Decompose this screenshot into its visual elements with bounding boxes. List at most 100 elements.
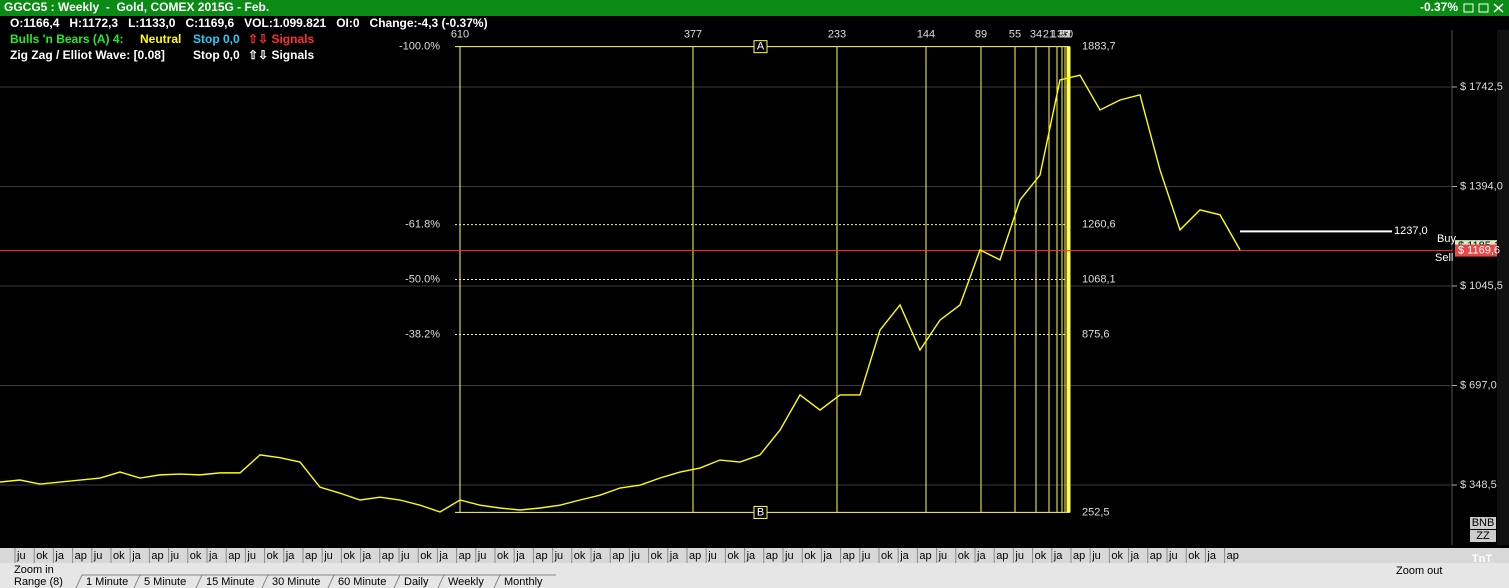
tab [327,574,400,588]
time-label: ap [843,550,855,562]
side-button[interactable] [1470,517,1496,529]
time-label: ja [515,550,525,562]
time-label: ja [285,550,295,562]
time-label: ju [707,550,717,562]
time-label: ap [766,550,778,562]
time-label: ap [228,550,240,562]
y-tick-label: $ 348,5 [1460,479,1497,491]
indicator-name: Bulls 'n Bears (A) 4: [10,32,124,46]
zoom-out[interactable]: Zoom out [1396,565,1442,577]
tab [493,574,556,588]
indicator-signals: ⇧⇩ Signals [248,32,314,46]
time-zone-label: 233 [828,29,846,41]
time-label: ju [323,550,333,562]
time-label: ja [592,550,602,562]
time-label: ju [1168,550,1178,562]
time-label: ok [190,550,202,562]
time-zone-label: 610 [451,29,469,41]
window-controls[interactable] [1463,3,1504,13]
interval-tab[interactable]: 5 Minute [144,576,186,588]
time-label: ap [75,550,87,562]
point-label: B [757,506,764,518]
tab [437,574,500,588]
interval-tab[interactable]: 60 Minute [338,576,386,588]
time-zone-label: 2 [1065,29,1071,41]
time-label: ja [131,550,141,562]
logo: TnT [1472,553,1492,565]
interval-tab[interactable]: Daily [404,576,429,588]
btn-maximize[interactable] [1478,3,1489,13]
tab [261,574,334,588]
interval-tab[interactable]: 1 Minute [86,576,128,588]
time-zone-label: 144 [917,29,935,41]
retracement-name: -38.2% [405,328,440,340]
time-label: ja [1206,550,1216,562]
retracement-price: 1260,6 [1082,218,1116,230]
time-label: ju [784,550,794,562]
time-label: ap [1073,550,1085,562]
interval-tab[interactable]: Weekly [448,576,484,588]
y-tick-label: $ 1742,5 [1460,81,1503,93]
interval-tab[interactable]: 30 Minute [272,576,320,588]
time-label: ju [630,550,640,562]
time-label: ap [305,550,317,562]
point-label: A [757,41,765,53]
time-label: ok [36,550,48,562]
time-zone-label: 34 [1030,29,1042,41]
time-label: ja [746,550,756,562]
time-label: ap [612,550,624,562]
indicator-signals: ⇧⇩ Signals [248,48,314,62]
time-label: ok [804,550,816,562]
time-zone-label: 0 [1067,29,1073,41]
retracement-price: 1068,1 [1082,273,1116,285]
tab [75,574,140,588]
time-zone-label: 3 [1064,29,1070,41]
time-label: ja [438,550,448,562]
side-button-label[interactable]: BNB [1472,517,1495,529]
interval-tab[interactable]: 15 Minute [206,576,254,588]
point-box [753,505,768,519]
time-zone-label: 13 [1051,29,1063,41]
side-button-label[interactable]: ZZ [1476,530,1490,542]
time-label: ok [651,550,663,562]
side-button[interactable] [1470,530,1496,542]
time-label: ok [958,550,970,562]
time-label: ja [976,550,986,562]
indicator-name: Zig Zag / Elliot Wave: [0.08] [10,48,165,62]
range[interactable]: Range (8) [14,576,63,588]
indicator-state: Neutral [140,32,181,46]
time-label: ja [899,550,909,562]
btn-close[interactable] [1493,3,1504,13]
time-label: ap [1227,550,1239,562]
price-tag-label: $ 1169,6 [1458,244,1500,256]
time-label: ja [54,550,64,562]
zoom-in[interactable]: Zoom in [14,564,54,576]
retracement-name: -100.0% [399,41,440,53]
time-zone-label: 5 [1062,29,1068,41]
change-percent: -0.37% [1420,0,1458,14]
time-zone-label: 55 [1009,29,1021,41]
time-label: ja [669,550,679,562]
time-label: ap [1150,550,1162,562]
time-label: ja [1130,550,1140,562]
btn-minimize[interactable] [1463,3,1474,13]
time-label: ap [996,550,1008,562]
retracement-price: 1883,7 [1082,41,1116,53]
time-label: ju [861,550,871,562]
time-label: ap [151,550,163,562]
time-label: ja [208,550,218,562]
time-label: ap [535,550,547,562]
time-zone-label: 1 [1066,29,1072,41]
tab [133,574,202,588]
time-label: ja [1053,550,1063,562]
time-label: ju [554,550,564,562]
scrollbar[interactable] [1497,30,1509,545]
time-label: ju [1014,550,1024,562]
interval-tab[interactable]: Monthly [504,576,543,588]
time-label: ju [1091,550,1101,562]
time-label: ok [497,550,509,562]
window-title: GGCG5 : Weekly - Gold, COMEX 2015G - Feb… [4,0,269,14]
time-label: ok [113,550,125,562]
time-label: ju [246,550,256,562]
time-label: ju [400,550,410,562]
